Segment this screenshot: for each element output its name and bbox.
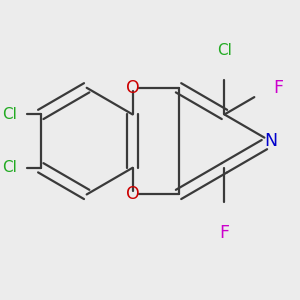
Text: F: F	[273, 79, 283, 97]
Text: O: O	[126, 79, 140, 97]
Text: N: N	[264, 132, 277, 150]
Text: F: F	[220, 224, 230, 242]
Text: Cl: Cl	[217, 43, 232, 58]
Text: O: O	[126, 185, 140, 203]
Text: Cl: Cl	[2, 107, 17, 122]
Text: Cl: Cl	[2, 160, 17, 175]
